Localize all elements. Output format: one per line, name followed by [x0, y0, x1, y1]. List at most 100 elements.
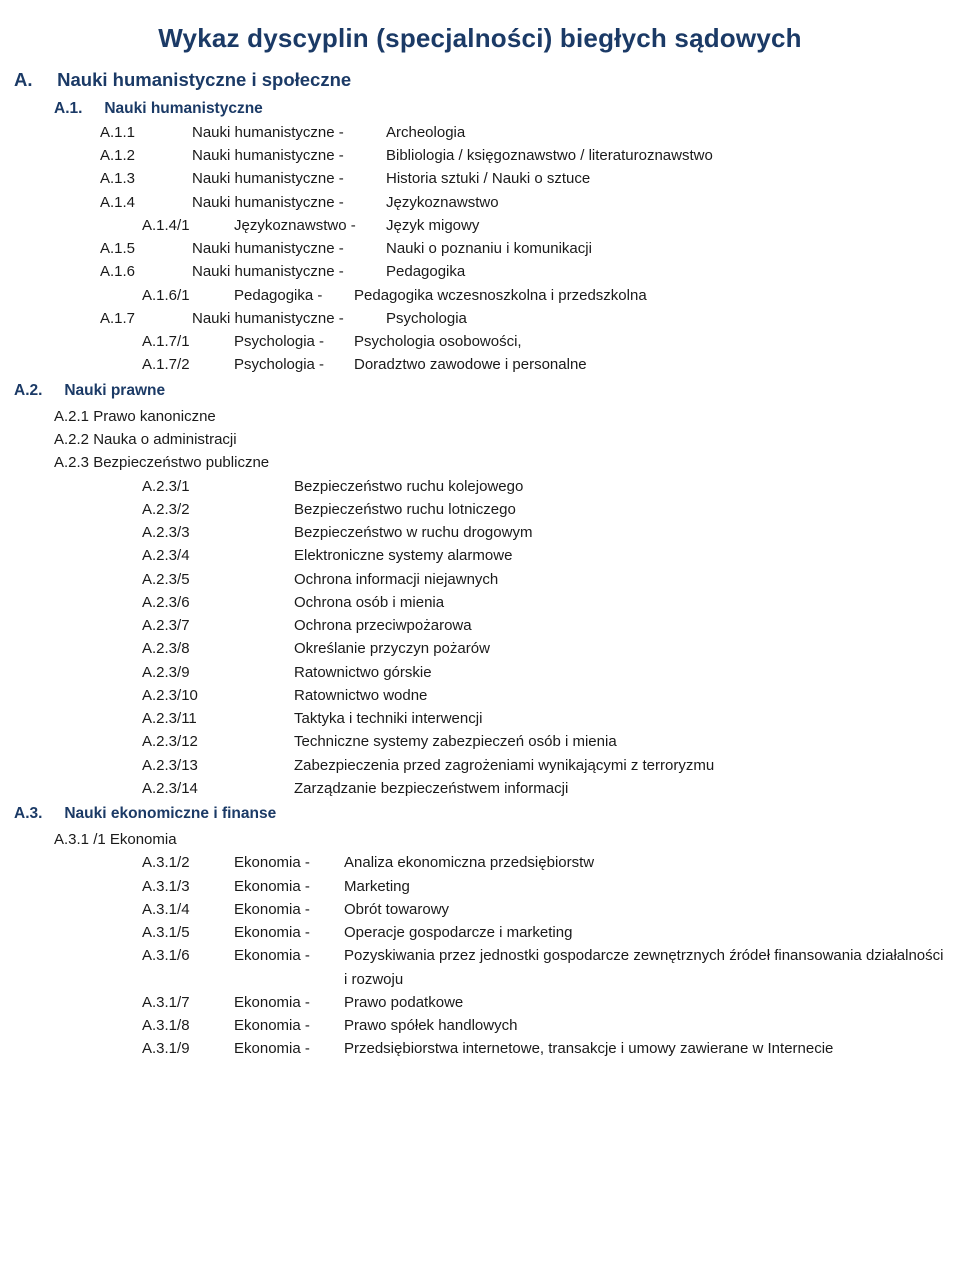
list-item: A.1.5 Nauki humanistyczne - Nauki o pozn…: [14, 237, 946, 260]
item-value: Bezpieczeństwo w ruchu drogowym: [294, 521, 946, 544]
item-value: Ochrona przeciwpożarowa: [294, 614, 946, 637]
item-value: Ratownictwo górskie: [294, 661, 946, 684]
item-code: A.2.3/8: [142, 637, 294, 660]
item-category: Psychologia -: [234, 330, 354, 353]
subsection-a3-code: A.3.: [14, 802, 60, 826]
subsection-a3: A.3. Nauki ekonomiczne i finanse: [14, 802, 946, 826]
item-category: Ekonomia -: [234, 851, 344, 874]
item-category: Pedagogika -: [234, 284, 354, 307]
subsection-a3-label: Nauki ekonomiczne i finanse: [64, 805, 276, 822]
item-code: A.3.1/4: [142, 898, 234, 921]
item-value: Marketing: [344, 875, 946, 898]
item-code: A.1.6: [100, 260, 192, 283]
item-code: A.1.6/1: [142, 284, 234, 307]
item-category: Nauki humanistyczne -: [192, 260, 386, 283]
list-item: A.3.1/6Ekonomia -Pozyskiwania przez jedn…: [14, 944, 946, 991]
list-item: A.3.1/9Ekonomia -Przedsiębiorstwa intern…: [14, 1037, 946, 1060]
list-item: A.2.3/5Ochrona informacji niejawnych: [14, 568, 946, 591]
item-code: A.2.3/12: [142, 730, 294, 753]
item-category: Ekonomia -: [234, 1037, 344, 1060]
section-a-label: Nauki humanistyczne i społeczne: [57, 69, 351, 90]
item-category: Ekonomia -: [234, 991, 344, 1014]
item-code: A.3.1/6: [142, 944, 234, 967]
item-category: Ekonomia -: [234, 875, 344, 898]
item-value: Techniczne systemy zabezpieczeń osób i m…: [294, 730, 946, 753]
item-code: A.1.7: [100, 307, 192, 330]
list-item: A.2.3/12Techniczne systemy zabezpieczeń …: [14, 730, 946, 753]
list-item: A.1.6 Nauki humanistyczne - Pedagogika: [14, 260, 946, 283]
item-value: Bezpieczeństwo ruchu lotniczego: [294, 498, 946, 521]
item-category: Nauki humanistyczne -: [192, 237, 386, 260]
item-code: A.2.3/7: [142, 614, 294, 637]
list-item: A.1.6/1Pedagogika -Pedagogika wczesnoszk…: [14, 284, 946, 307]
subsection-a1-code: A.1.: [54, 97, 100, 121]
item-value: Taktyka i techniki interwencji: [294, 707, 946, 730]
list-item: A.2.3/7Ochrona przeciwpożarowa: [14, 614, 946, 637]
item-code: A.2.3/11: [142, 707, 294, 730]
item-value: Pedagogika wczesnoszkolna i przedszkolna: [354, 284, 946, 307]
item-category: Nauki humanistyczne -: [192, 121, 386, 144]
list-item: A.1.7 Nauki humanistyczne - Psychologia: [14, 307, 946, 330]
item-value: Analiza ekonomiczna przedsiębiorstw: [344, 851, 946, 874]
list-item: A.2.3/3Bezpieczeństwo w ruchu drogowym: [14, 521, 946, 544]
list-item: A.3.1/4Ekonomia -Obrót towarowy: [14, 898, 946, 921]
subsection-a1-label: Nauki humanistyczne: [104, 100, 263, 117]
section-a: A. Nauki humanistyczne i społeczne: [14, 66, 946, 95]
item-value: Ochrona osób i mienia: [294, 591, 946, 614]
item-value: Obrót towarowy: [344, 898, 946, 921]
item-code: A.1.7/2: [142, 353, 234, 376]
item-category: Ekonomia -: [234, 1014, 344, 1037]
list-item: A.3.1/8Ekonomia -Prawo spółek handlowych: [14, 1014, 946, 1037]
item-value: Bibliologia / księgoznawstwo / literatur…: [386, 144, 946, 167]
item-code: A.1.2: [100, 144, 192, 167]
item-value: Prawo spółek handlowych: [344, 1014, 946, 1037]
subsection-a2: A.2. Nauki prawne: [14, 379, 946, 403]
item-value: Zarządzanie bezpieczeństwem informacji: [294, 777, 946, 800]
item-value: Pozyskiwania przez jednostki gospodarcze…: [344, 944, 946, 991]
item-category: Ekonomia -: [234, 921, 344, 944]
item-code: A.1.1: [100, 121, 192, 144]
item-code: A.3.1/5: [142, 921, 234, 944]
item-category: Ekonomia -: [234, 898, 344, 921]
item-value: Psychologia osobowości,: [354, 330, 946, 353]
item-value: Ochrona informacji niejawnych: [294, 568, 946, 591]
item-category: Nauki humanistyczne -: [192, 144, 386, 167]
item-value: Archeologia: [386, 121, 946, 144]
item-value: Ratownictwo wodne: [294, 684, 946, 707]
item-value: Pedagogika: [386, 260, 946, 283]
subsection-a1: A.1. Nauki humanistyczne: [14, 97, 946, 121]
item-code: A.2.3/5: [142, 568, 294, 591]
list-item: A.2.3/13Zabezpieczenia przed zagrożeniam…: [14, 754, 946, 777]
list-item: A.2.3/11Taktyka i techniki interwencji: [14, 707, 946, 730]
list-item: A.2.3/6Ochrona osób i mienia: [14, 591, 946, 614]
item-value: Określanie przyczyn pożarów: [294, 637, 946, 660]
item-code: A.2.3/2: [142, 498, 294, 521]
item-code: A.3.1/3: [142, 875, 234, 898]
item-value: Historia sztuki / Nauki o sztuce: [386, 167, 946, 190]
list-item: A.2.3/10Ratownictwo wodne: [14, 684, 946, 707]
list-item: A.3.1/7Ekonomia -Prawo podatkowe: [14, 991, 946, 1014]
list-item: A.2.3/2Bezpieczeństwo ruchu lotniczego: [14, 498, 946, 521]
list-item: A.3.1/5Ekonomia -Operacje gospodarcze i …: [14, 921, 946, 944]
page-title: Wykaz dyscyplin (specjalności) biegłych …: [14, 18, 946, 58]
list-item: A.3.1/2Ekonomia -Analiza ekonomiczna prz…: [14, 851, 946, 874]
section-a-code: A.: [14, 66, 52, 95]
item-value: Bezpieczeństwo ruchu kolejowego: [294, 475, 946, 498]
item-category: Językoznawstwo -: [234, 214, 386, 237]
list-item: A.2.3/8Określanie przyczyn pożarów: [14, 637, 946, 660]
subsection-a2-code: A.2.: [14, 379, 60, 403]
item-code: A.2.3/14: [142, 777, 294, 800]
list-item: A.1.3Nauki humanistyczne -Historia sztuk…: [14, 167, 946, 190]
list-item: A.1.2Nauki humanistyczne -Bibliologia / …: [14, 144, 946, 167]
item-code: A.2.3/6: [142, 591, 294, 614]
item-value: Operacje gospodarcze i marketing: [344, 921, 946, 944]
item-code: A.3.1/7: [142, 991, 234, 1014]
item-category: Nauki humanistyczne -: [192, 167, 386, 190]
item-value: Językoznawstwo: [386, 191, 946, 214]
list-item: A.1.7/2Psychologia -Doradztwo zawodowe i…: [14, 353, 946, 376]
list-item: A.2.3/14Zarządzanie bezpieczeństwem info…: [14, 777, 946, 800]
item-code: A.2.3/1: [142, 475, 294, 498]
item-category: Nauki humanistyczne -: [192, 307, 386, 330]
item-code: A.2.3/13: [142, 754, 294, 777]
item-code: A.1.3: [100, 167, 192, 190]
